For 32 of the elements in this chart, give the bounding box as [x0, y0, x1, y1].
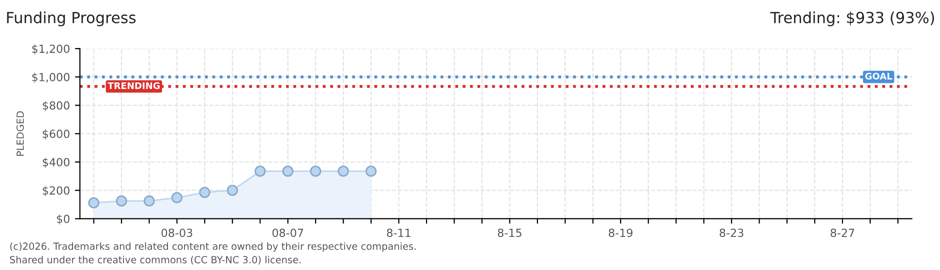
point — [144, 195, 155, 207]
point — [199, 186, 210, 198]
y-tick-label: $400 — [42, 158, 70, 168]
point — [171, 192, 183, 204]
y-axis-title: PLEDGED — [16, 111, 24, 156]
x-tick-label: 8-27 — [830, 228, 854, 238]
point — [338, 166, 349, 177]
text: Shared under the creative commons (CC BY-NC 3.0) license. — [10, 256, 301, 265]
y-tick-label: $1,000 — [32, 72, 70, 83]
x-tick-label: 8-11 — [386, 228, 410, 238]
x-tick-label: 8-15 — [498, 228, 522, 238]
x-tick-label: 8-19 — [608, 228, 632, 238]
y-tick-label: $0 — [56, 214, 70, 225]
point — [282, 166, 294, 177]
chart-title: Funding Progress — [7, 12, 136, 26]
point — [310, 166, 322, 177]
text: (c)2026. Trademarks and related content are owned by their respective companies. — [10, 242, 416, 252]
y-tick-label: $800 — [42, 101, 70, 112]
x-tick-label: 8-23 — [720, 228, 744, 238]
x-tick-label: 08-03 — [162, 228, 192, 238]
ref-line-label: TRENDING — [108, 82, 160, 90]
y-tick-label: $200 — [42, 186, 70, 196]
x-tick-label: 08-07 — [272, 228, 304, 238]
point — [116, 195, 128, 207]
point — [254, 166, 266, 177]
point — [88, 197, 100, 208]
y-tick-label: $1,200 — [32, 44, 70, 54]
chart-subtitle: Trending: $933 (93%) — [770, 12, 934, 26]
y-tick-label: $600 — [42, 129, 70, 140]
point — [226, 184, 238, 196]
ref-line-label: GOAL — [865, 72, 892, 80]
point — [366, 166, 377, 177]
